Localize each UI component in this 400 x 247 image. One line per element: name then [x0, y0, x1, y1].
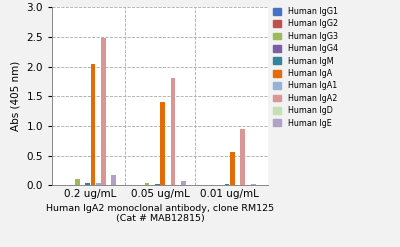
Bar: [112, 175, 116, 185]
Bar: [230, 152, 235, 185]
Bar: [181, 181, 186, 185]
Legend: Human IgG1, Human IgG2, Human IgG3, Human IgG4, Human IgM, Human IgA, Human IgA1: Human IgG1, Human IgG2, Human IgG3, Huma…: [270, 4, 341, 131]
Bar: [251, 184, 256, 185]
Bar: [225, 184, 230, 185]
Bar: [155, 184, 160, 185]
Bar: [171, 78, 176, 185]
Bar: [144, 184, 149, 185]
Bar: [96, 183, 100, 185]
Bar: [75, 179, 80, 185]
Bar: [240, 129, 245, 185]
Bar: [101, 38, 106, 185]
Bar: [85, 183, 90, 185]
Y-axis label: Abs (405 nm): Abs (405 nm): [11, 61, 21, 131]
Bar: [90, 64, 95, 185]
Bar: [160, 102, 165, 185]
X-axis label: Human IgA2 monoclonal antibody, clone RM125
(Cat # MAB12815): Human IgA2 monoclonal antibody, clone RM…: [46, 204, 274, 223]
